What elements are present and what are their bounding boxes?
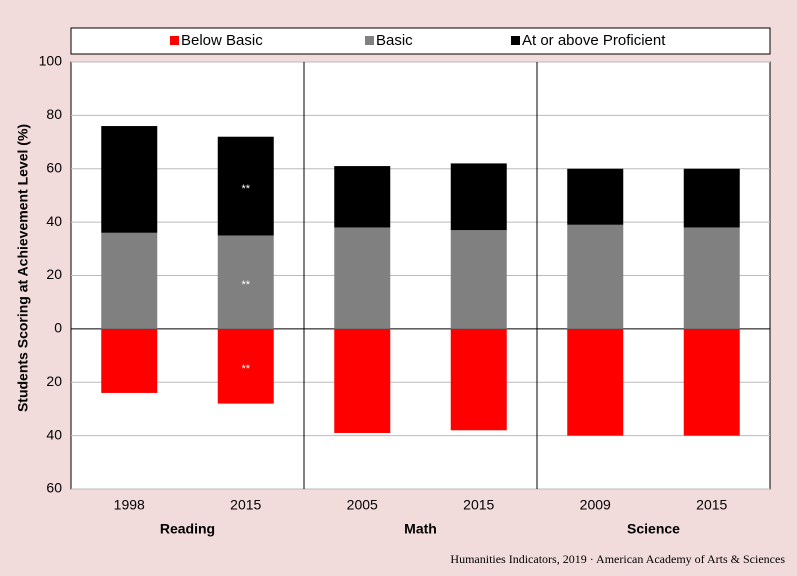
group-label: Reading	[160, 521, 215, 537]
legend-label: Below Basic	[181, 32, 263, 49]
y-tick-label: 20	[46, 266, 62, 282]
annotation: **	[241, 183, 250, 195]
bar-segment	[101, 126, 158, 233]
bar-segment	[450, 328, 507, 431]
annotation: **	[241, 363, 250, 375]
y-tick-label: 60	[46, 480, 62, 496]
bar-segment	[334, 328, 391, 433]
bar-segment	[567, 328, 624, 436]
bar-segment	[683, 227, 740, 329]
legend-box	[70, 27, 771, 55]
annotation: **	[241, 279, 250, 291]
y-tick-label: 60	[46, 159, 62, 175]
x-tick-label: 2009	[580, 497, 611, 513]
bar-segment	[450, 230, 507, 329]
bar-segment	[334, 227, 391, 329]
legend-label: At or above Proficient	[522, 32, 666, 49]
source: Humanities Indicators, 2019 · American A…	[450, 552, 785, 566]
group-label: Math	[404, 521, 437, 537]
legend-swatch	[170, 36, 179, 45]
y-axis-label: Students Scoring at Achievement Level (%…	[15, 124, 31, 412]
bar-segment	[334, 166, 391, 228]
bar-segment	[217, 328, 274, 404]
bar-segment	[683, 168, 740, 228]
bar-segment	[683, 328, 740, 436]
legend-swatch	[511, 36, 520, 45]
y-tick-label: 100	[39, 53, 63, 69]
group-label: Science	[627, 521, 680, 537]
y-tick-label: 40	[46, 213, 62, 229]
y-tick-label: 80	[46, 106, 62, 122]
bar-segment	[101, 328, 158, 393]
bar-segment	[450, 163, 507, 231]
y-tick-label: 0	[54, 320, 62, 336]
x-tick-label: 2005	[347, 497, 378, 513]
bar-segment	[567, 168, 624, 225]
x-tick-label: 2015	[463, 497, 494, 513]
legend-label: Basic	[376, 32, 413, 49]
legend-swatch	[365, 36, 374, 45]
bar-segment	[101, 232, 158, 329]
y-tick-label: 40	[46, 426, 62, 442]
bar-segment	[217, 136, 274, 236]
bar-segment	[217, 235, 274, 329]
y-tick-label: 20	[46, 373, 62, 389]
bar-segment	[567, 224, 624, 329]
x-tick-label: 2015	[696, 497, 727, 513]
x-tick-label: 1998	[114, 497, 145, 513]
x-tick-label: 2015	[230, 497, 261, 513]
